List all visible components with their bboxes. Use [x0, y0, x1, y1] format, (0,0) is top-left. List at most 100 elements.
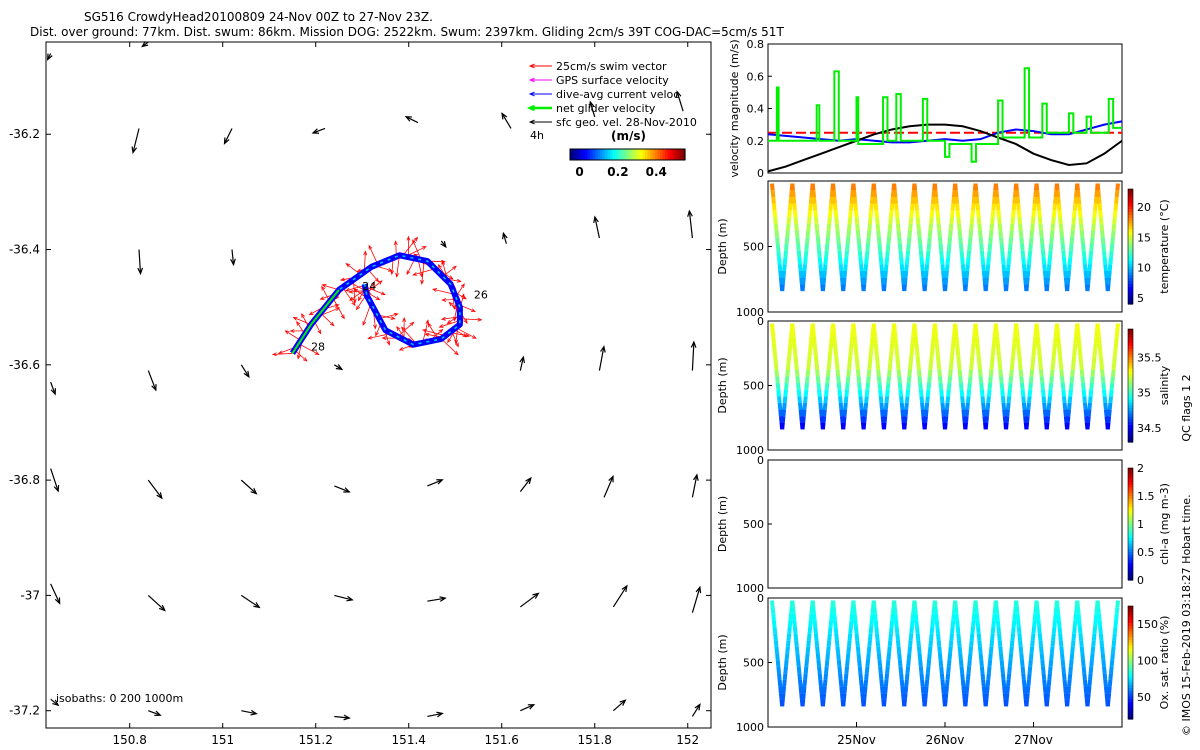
temperature-profile-segment	[920, 270, 926, 278]
temperature-profile-segment	[1009, 223, 1015, 231]
map-frame	[45, 41, 712, 729]
chlorophyll-colorbar-cell	[1128, 518, 1133, 522]
oxygen-profile-segment	[892, 606, 898, 614]
salinity-profile-segment	[787, 343, 793, 351]
temperature-profile-segment	[776, 250, 781, 258]
oxygen-profile-segment	[1071, 633, 1077, 641]
salinity-profile-segment	[1000, 396, 1006, 404]
temperature-profile-segment	[834, 217, 839, 225]
oxygen-profile-segment	[838, 673, 843, 681]
temperature-profile-segment	[904, 257, 910, 265]
temperature-profile-segment	[970, 210, 975, 218]
time-x-tick-label: 25Nov	[837, 733, 876, 747]
temperature-profile-segment	[944, 270, 949, 278]
temperature-profile-segment	[1040, 243, 1045, 251]
temperature-profile-segment	[1110, 237, 1115, 245]
temperature-profile-segment	[808, 196, 814, 204]
temperature-profile-segment	[1103, 263, 1108, 272]
oxygen-profile-segment	[976, 633, 982, 641]
temperature-profile-segment	[1112, 217, 1117, 225]
salinity-profile-segment	[1029, 369, 1035, 377]
salinity-profile-segment	[1100, 369, 1105, 377]
oxygen-profile-segment	[1066, 686, 1072, 694]
temperature-colorbar-cell	[1128, 243, 1133, 248]
temperature-profile-segment	[817, 257, 823, 265]
salinity-colorbar-frame	[1127, 328, 1134, 443]
oxygen-profile-segment	[804, 659, 809, 667]
temperature-profile-segment	[892, 190, 898, 198]
salinity-colorbar-cell	[1128, 413, 1133, 418]
temperature-profile-segment	[1037, 217, 1043, 225]
temperature-profile-segment	[949, 217, 954, 225]
salinity-profile-segment	[984, 415, 989, 423]
salinity-profile-segment	[977, 363, 982, 371]
temperature-colorbar-cell	[1128, 292, 1133, 296]
temperature-profile-segment	[1071, 217, 1077, 225]
temperature-profile-segment	[947, 237, 953, 245]
oxygen-profile-segment	[861, 699, 867, 707]
oxygen-profile-segment	[996, 626, 1002, 634]
temperature-profile-segment	[1029, 230, 1035, 238]
chlorophyll-colorbar-tick-label: 1.5	[1137, 490, 1155, 503]
temperature-profile-segment	[916, 230, 922, 238]
oxygen-profile-segment	[1069, 653, 1075, 661]
oxygen-profile-segment	[780, 692, 786, 700]
salinity-profile-segment	[882, 415, 888, 423]
temperature-profile-segment	[915, 217, 921, 225]
temperature-profile-segment	[945, 257, 951, 265]
temperature-profile-segment	[925, 257, 930, 265]
oxygen-profile-segment	[1068, 666, 1073, 674]
temperature-profile-segment	[1014, 190, 1020, 198]
oxygen-profile-segment	[1004, 699, 1009, 707]
temperature-profile-segment	[930, 196, 936, 204]
salinity-profile-segment	[913, 329, 918, 337]
temperature-profile-segment	[995, 196, 1000, 204]
salinity-profile-segment	[879, 402, 885, 410]
oxygen-profile-segment	[813, 633, 819, 641]
salinity-profile-segment	[1093, 336, 1099, 344]
oxygen-profile-segment	[930, 620, 935, 628]
map-x-tick-label: 150.8	[113, 733, 147, 747]
oxygen-profile-segment	[1073, 613, 1079, 621]
oxygen-profile-segment	[876, 653, 882, 661]
oxygen-profile-segment	[1115, 600, 1120, 608]
oxygen-profile-segment	[1000, 666, 1005, 674]
salinity-profile-segment	[812, 343, 818, 351]
salinity-profile-segment	[899, 396, 904, 404]
temperature-profile-segment	[841, 277, 847, 285]
temperature-profile-segment	[913, 190, 918, 198]
temperature-profile-segment	[887, 223, 893, 231]
salinity-profile-segment	[872, 329, 878, 337]
oxygen-profile-segment	[885, 666, 890, 674]
oxygen-profile-segment	[846, 640, 852, 648]
temperature-profile-segment	[1004, 277, 1010, 285]
salinity-profile-segment	[1089, 382, 1094, 390]
temperature-profile-segment	[1110, 230, 1116, 238]
temperature-profile-segment	[806, 217, 812, 225]
salinity-profile-segment	[1062, 402, 1068, 410]
temperature-profile-segment	[940, 263, 946, 272]
temperature-profile-segment	[932, 183, 938, 191]
salinity-colorbar-cell	[1128, 388, 1133, 392]
chlorophyll-colorbar-cell	[1128, 493, 1133, 497]
salinity-profile-segment	[1068, 389, 1073, 397]
salinity-profile-segment	[889, 343, 895, 351]
oxygen-profile-segment	[802, 679, 808, 687]
salinity-profile-segment	[846, 363, 852, 371]
legend-arrow	[528, 77, 552, 83]
oxygen-profile-segment	[1049, 653, 1054, 661]
temperature-profile-segment	[832, 196, 837, 204]
colorbar-cell	[615, 149, 619, 160]
temperature-colorbar-cell	[1128, 214, 1133, 219]
temperature-profile-segment	[786, 217, 792, 225]
temperature-profile-segment	[807, 210, 813, 218]
colorbar-cell	[610, 149, 614, 160]
salinity-profile-segment	[1018, 369, 1024, 377]
temperature-profile-segment	[797, 257, 802, 265]
temperature-profile-segment	[793, 217, 799, 225]
salinity-profile-segment	[813, 356, 819, 364]
oxygen-profile-segment	[1096, 606, 1101, 614]
temperature-profile-segment	[1058, 223, 1064, 231]
oxygen-profile-segment	[1068, 659, 1074, 667]
